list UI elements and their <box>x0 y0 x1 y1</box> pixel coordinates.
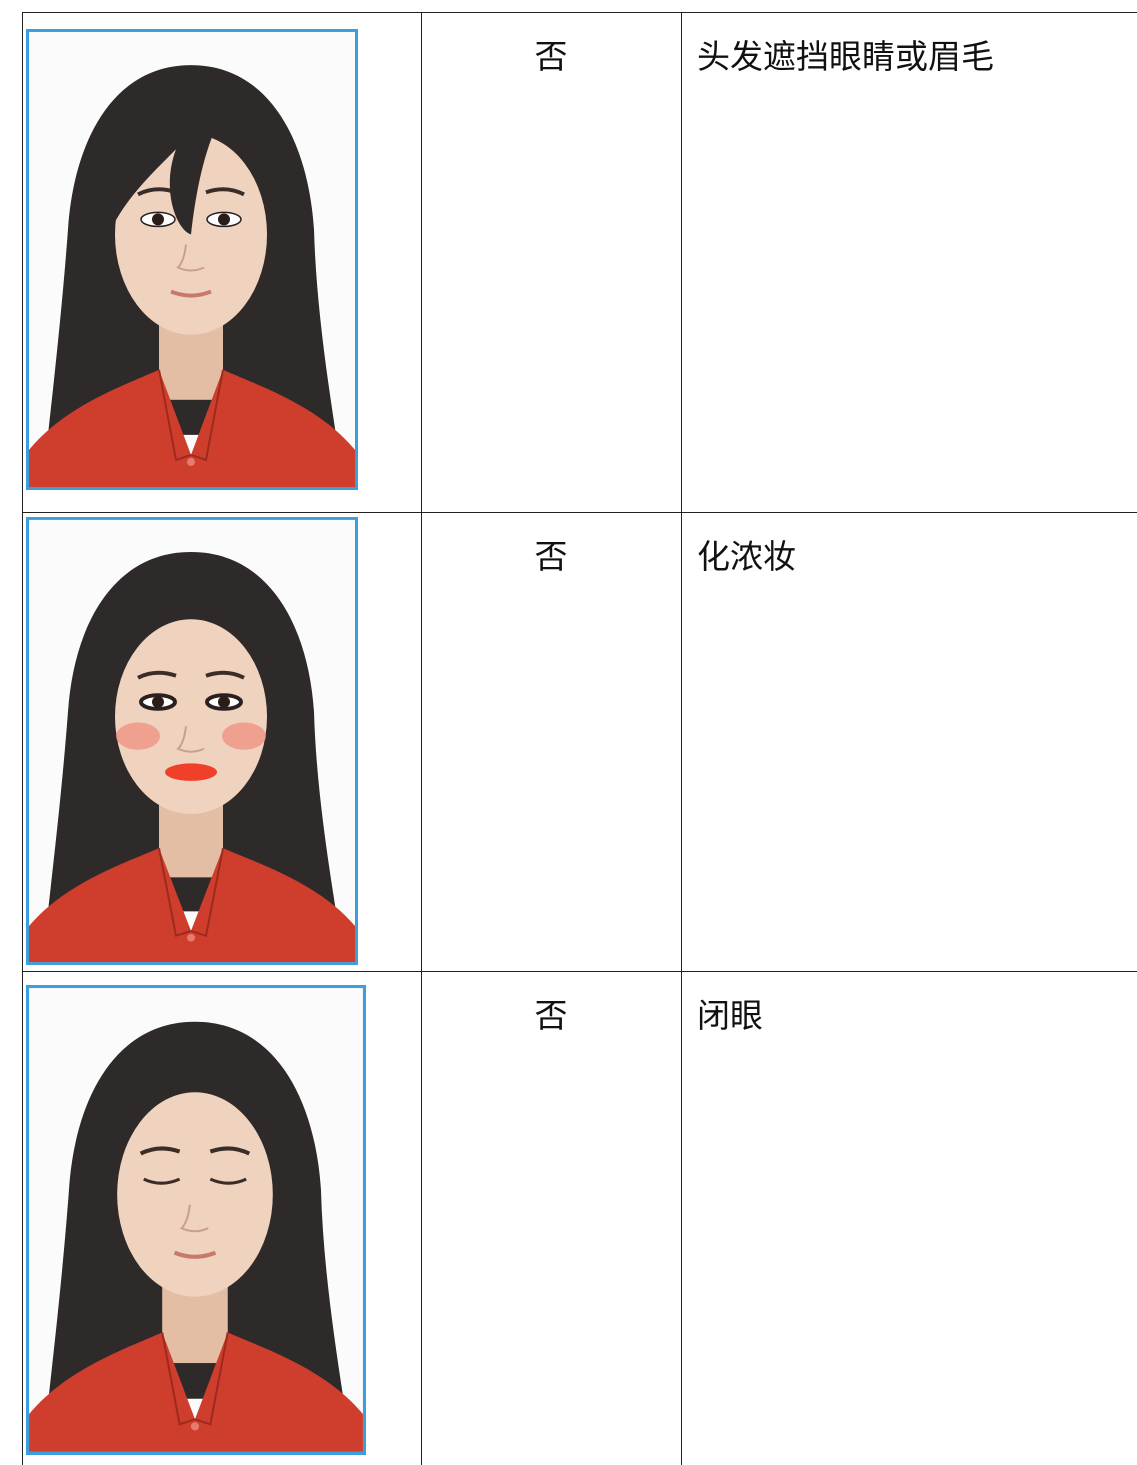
pupil <box>152 696 164 708</box>
hair-top <box>115 555 267 683</box>
cell-text: 头发遮挡眼睛或眉毛 <box>697 37 994 76</box>
cell-text: 否 <box>534 537 568 576</box>
nose <box>176 244 205 272</box>
eyebrow <box>137 670 177 680</box>
nose <box>179 1204 209 1233</box>
face <box>115 134 267 335</box>
face <box>115 619 267 815</box>
table-border <box>22 971 1137 972</box>
button <box>190 1422 200 1431</box>
eye-closed <box>209 1177 247 1185</box>
collar <box>161 1332 229 1426</box>
button <box>187 457 195 466</box>
pupil <box>218 213 230 226</box>
cell-text: 化浓妆 <box>697 537 796 576</box>
pupil <box>218 696 230 708</box>
lips <box>165 763 217 781</box>
cell-text: 闭眼 <box>697 996 763 1035</box>
blush <box>222 722 266 750</box>
table-border <box>681 12 682 1465</box>
hair-fringe <box>110 69 226 235</box>
shirt <box>29 1332 363 1452</box>
table-border <box>22 12 23 1465</box>
pupil <box>152 213 164 226</box>
mouth <box>173 1250 217 1259</box>
hair-top <box>118 1025 272 1159</box>
cell-text: 否 <box>534 996 568 1035</box>
portrait-photo <box>26 985 366 1455</box>
cell-text: 否 <box>534 37 568 76</box>
table-border <box>22 12 1137 13</box>
blush <box>116 722 160 750</box>
table-border <box>22 512 1137 513</box>
nose <box>176 726 205 753</box>
collar <box>158 847 224 938</box>
button <box>187 933 195 942</box>
mouth <box>170 289 212 298</box>
collar <box>158 369 224 462</box>
portrait-photo <box>26 517 358 965</box>
shirt <box>29 369 355 487</box>
eyebrow <box>139 1146 181 1156</box>
eyebrow <box>205 187 245 197</box>
portrait-photo <box>26 29 358 490</box>
eyebrow <box>205 670 245 680</box>
shirt <box>29 848 355 963</box>
eyebrow <box>209 1146 251 1156</box>
eye-closed <box>143 1177 181 1185</box>
face <box>117 1092 273 1297</box>
table-border <box>421 12 422 1465</box>
